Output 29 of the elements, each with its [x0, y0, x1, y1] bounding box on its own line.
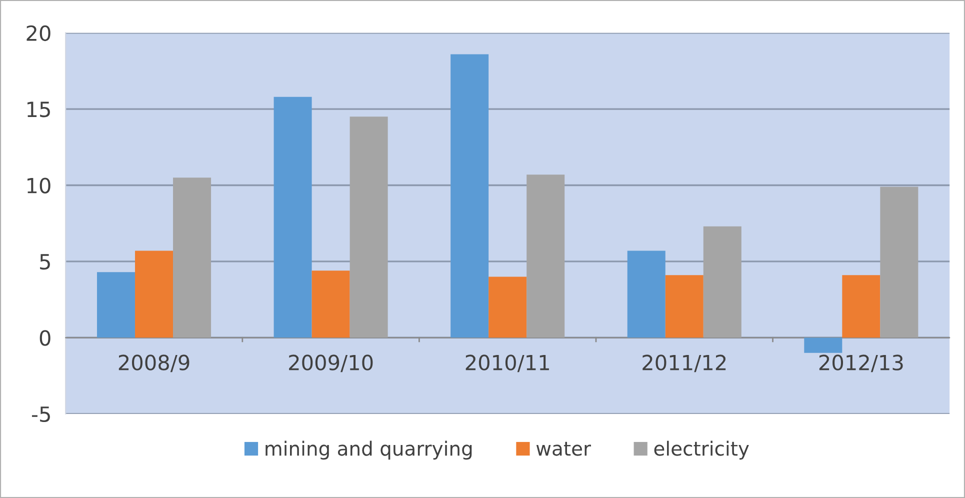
bar [488, 276, 527, 338]
legend-label: mining and quarrying [266, 440, 472, 460]
legend-label: electricity [654, 440, 749, 460]
bar [450, 54, 489, 338]
bar [842, 275, 880, 338]
bar [97, 272, 136, 338]
bar [665, 275, 704, 338]
y-tick-label: 5 [40, 254, 50, 270]
y-tick-label: -5 [32, 406, 50, 422]
y-tick-label: 20 [26, 25, 50, 42]
bar [135, 250, 174, 338]
x-tick-label: 2012/13 [819, 354, 903, 372]
bar [312, 270, 350, 338]
bar [526, 174, 565, 338]
bar [173, 178, 212, 338]
bar [274, 96, 312, 338]
x-tick-label: 2010/11 [466, 354, 549, 372]
y-tick-label: 10 [28, 178, 50, 194]
bar [804, 338, 842, 353]
bar [703, 226, 742, 338]
y-tick-label: 15 [28, 102, 50, 118]
x-tick-label: 2009/10 [289, 354, 373, 372]
bar [880, 186, 918, 338]
x-tick-label: 2011/12 [642, 354, 726, 372]
x-tick-label: 2008/9 [118, 354, 190, 372]
legend-label: water [536, 442, 592, 456]
bar [627, 250, 666, 338]
bar [350, 116, 388, 338]
y-tick-label: 0 [40, 330, 50, 346]
